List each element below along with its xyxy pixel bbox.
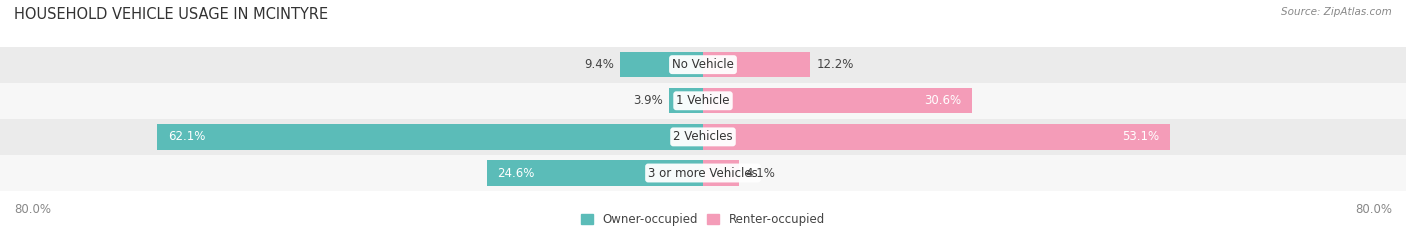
Bar: [703, 52, 810, 77]
Text: 3.9%: 3.9%: [633, 94, 662, 107]
Text: 53.1%: 53.1%: [1122, 130, 1159, 143]
Text: Source: ZipAtlas.com: Source: ZipAtlas.com: [1281, 7, 1392, 17]
Text: 9.4%: 9.4%: [585, 58, 614, 71]
Text: 80.0%: 80.0%: [1355, 203, 1392, 216]
Text: 12.2%: 12.2%: [817, 58, 853, 71]
Bar: [157, 124, 703, 150]
Text: 3 or more Vehicles: 3 or more Vehicles: [648, 167, 758, 179]
Bar: [0, 47, 1406, 83]
Text: 62.1%: 62.1%: [167, 130, 205, 143]
Text: 80.0%: 80.0%: [14, 203, 51, 216]
Bar: [703, 88, 972, 113]
Text: 30.6%: 30.6%: [924, 94, 962, 107]
Text: No Vehicle: No Vehicle: [672, 58, 734, 71]
Bar: [0, 155, 1406, 191]
Bar: [620, 52, 703, 77]
Bar: [0, 119, 1406, 155]
Bar: [0, 83, 1406, 119]
Text: 4.1%: 4.1%: [745, 167, 775, 179]
Bar: [486, 160, 703, 186]
Text: 24.6%: 24.6%: [498, 167, 534, 179]
Bar: [703, 124, 1170, 150]
Text: 1 Vehicle: 1 Vehicle: [676, 94, 730, 107]
Text: HOUSEHOLD VEHICLE USAGE IN MCINTYRE: HOUSEHOLD VEHICLE USAGE IN MCINTYRE: [14, 7, 328, 22]
Text: 2 Vehicles: 2 Vehicles: [673, 130, 733, 143]
Bar: [669, 88, 703, 113]
Legend: Owner-occupied, Renter-occupied: Owner-occupied, Renter-occupied: [576, 209, 830, 231]
Bar: [703, 160, 740, 186]
